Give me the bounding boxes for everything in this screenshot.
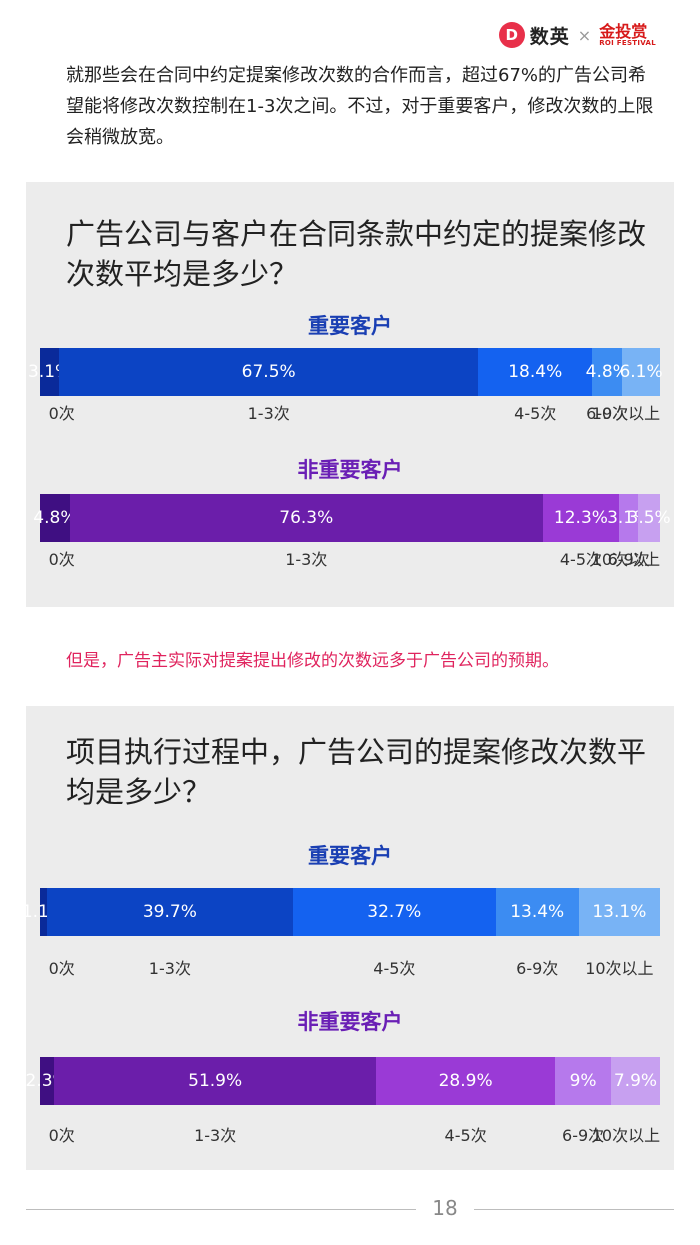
category-tick-label: 1-3次 [148,959,191,978]
bar-segment: 1.1% [22,888,65,936]
category-tick-label: 0次 [48,550,75,569]
category-tick-label: 1-3次 [285,550,328,569]
series-label-key-clients: 重要客户 [308,314,392,338]
bar-segment: 18.4% [478,348,593,396]
category-tick-label: 6-9次 [607,550,650,569]
category-ticks: 0次 1-3次 4-5次 6-9次 10次以上 [40,1122,661,1145]
category-ticks: 0次 1-3次 4-5次 6-9次 10次以上 [40,400,661,423]
category-tick-label: 0次 [48,404,75,423]
category-tick-label: 4-5次 [444,1126,487,1145]
intro-paragraph: 就那些会在合同中约定提案修改次数的合作而言，超过67%的广告公司希望能将修改次数… [66,65,654,148]
stacked-bar: 1.1% 39.7% 32.7% 13.4% 13.1% [22,888,660,936]
page-footer: 18 [0,1196,700,1224]
series-label-nonkey-clients: 非重要客户 [297,458,403,482]
category-tick-label: 6-9次 [516,959,559,978]
roi-festival-logo-subtext: ROI FESTIVAL [599,38,656,47]
bar-segment: 13.4% [495,888,579,936]
category-ticks: 0次 1-3次 4-5次 6-9次 10次以上 [40,546,661,569]
series-label-key-clients: 重要客户 [308,844,392,868]
bar-segment: 76.3% [69,494,543,542]
bar-segment: 4.8% [33,494,76,542]
category-tick-label: 6-9次 [586,404,629,423]
bar-segment: 4.8% [586,348,629,396]
bar-segment: 32.7% [292,888,496,936]
category-tick-label: 10次以上 [591,550,661,569]
bar-segment: 13.1% [578,888,660,936]
category-tick-label: 1-3次 [194,1126,237,1145]
roi-festival-logo: 金投赏 ROI FESTIVAL [599,21,656,47]
bar-segment: 28.9% [376,1057,556,1105]
bar-segment: 67.5% [59,348,479,396]
bar-segment: 7.9% [610,1057,660,1105]
category-tick-label: 0次 [48,1126,75,1145]
bar-segment: 3.1% [28,348,71,396]
shuying-logo-badge: D [498,22,525,48]
footer-divider-right [474,1209,674,1210]
chart-panel-contract: 广告公司与客户在合同条款中约定的提案修改次数平均是多少？ 重要客户 3.1% 67… [26,182,674,607]
stacked-bar: 3.1% 67.5% 18.4% 4.8% 6.1% [28,348,663,396]
roi-festival-logo-text: 金投赏 [599,21,648,41]
shuying-logo: D 数英 [498,22,570,49]
header-logos: D 数英 × 金投赏 ROI FESTIVAL [498,20,656,50]
category-tick-label: 4-5次 [373,959,416,978]
bar-segment: 3.5% [628,494,671,542]
bar-segment: 51.9% [54,1057,377,1105]
category-tick-label: 4-5次 [559,550,603,569]
series-label-nonkey-clients: 非重要客户 [297,1010,403,1034]
category-tick-label: 6-9次 [562,1126,605,1145]
footer-divider-left [26,1209,416,1210]
bar-segment: 6.1% [619,348,663,396]
category-tick-label: 4-5次 [514,404,557,423]
chart-title: 项目执行过程中，广告公司的提案修改次数平均是多少？ [66,735,647,809]
shuying-logo-text: 数英 [529,25,570,48]
category-ticks: 0次 1-3次 4-5次 6-9次 10次以上 [40,955,660,978]
bar-segment: 9% [555,1057,611,1105]
bar-segment: 12.3% [542,494,620,542]
category-tick-label: 0次 [48,959,75,978]
chart-panel-execution: 项目执行过程中，广告公司的提案修改次数平均是多少？ 重要客户 1.1% 39.7%… [22,706,674,1170]
stacked-bar: 4.8% 76.3% 12.3% 3.1% 3.5% [33,494,671,542]
category-tick-label: 1-3次 [247,404,290,423]
bar-segment: 39.7% [46,888,293,936]
page-number: 18 [432,1196,458,1220]
chart-title: 广告公司与客户在合同条款中约定的提案修改次数平均是多少？ [66,217,647,291]
category-tick-label: 10次以上 [591,1126,661,1145]
logo-separator: × [577,25,592,45]
bar-segment: 2.3% [26,1057,69,1105]
category-tick-label: 10次以上 [585,959,654,978]
emphasis-statement: 但是，广告主实际对提案提出修改的次数远多于广告公司的预期。 [66,651,559,671]
category-tick-label: 10次以上 [591,404,661,423]
stacked-bar: 2.3% 51.9% 28.9% 9% 7.9% [26,1057,660,1105]
